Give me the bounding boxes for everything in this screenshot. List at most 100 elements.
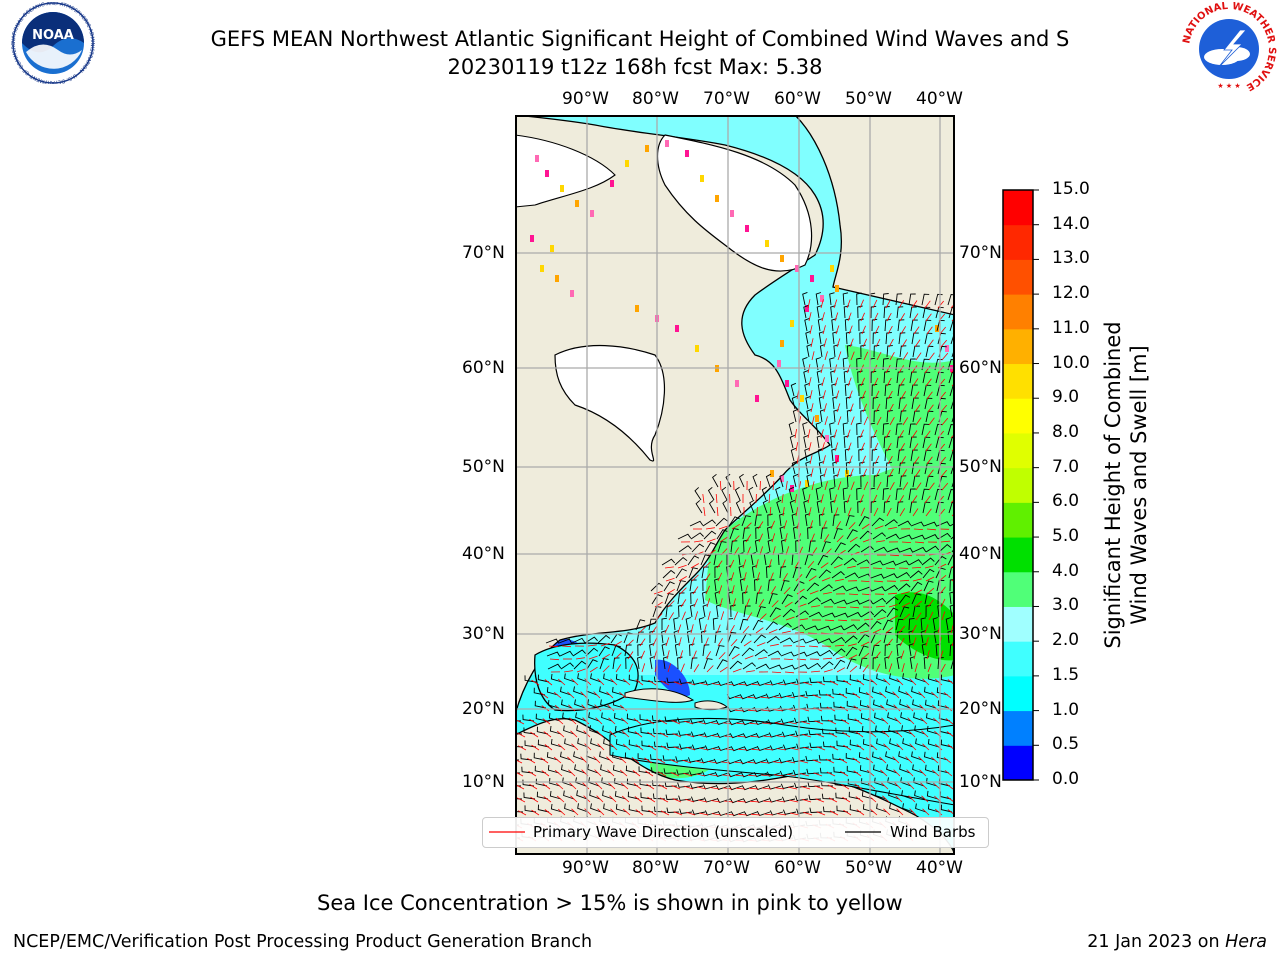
wind-barb [535, 713, 548, 722]
wind-barb [769, 607, 781, 618]
wind-barb [859, 657, 868, 670]
wind-barb [765, 473, 772, 488]
colorbar-tick-label: 1.0 [1052, 699, 1080, 720]
wave-direction-arrow [768, 559, 772, 569]
wave-direction-arrow [732, 535, 740, 543]
wave-direction-arrow [772, 480, 775, 491]
wind-barb [698, 617, 705, 631]
wave-direction-arrow [762, 787, 772, 790]
wave-direction-arrow [619, 769, 628, 777]
wave-direction-arrow [639, 638, 646, 647]
wind-barb [808, 540, 816, 553]
wind-barb [831, 571, 845, 579]
wave-direction-arrow [886, 507, 892, 517]
wave-direction-arrow [742, 559, 747, 569]
wind-barb [937, 604, 943, 618]
ice-edge-marker [795, 265, 799, 272]
wave-direction-arrow [909, 678, 917, 686]
wave-direction-arrow [770, 586, 777, 595]
wave-direction-arrow [887, 390, 893, 400]
map-frame [515, 115, 955, 855]
wave-direction-arrow [915, 417, 922, 426]
wind-barb [804, 625, 819, 631]
wave-direction-arrow [941, 417, 949, 426]
wave-direction-arrow [911, 300, 918, 309]
wave-direction-arrow [922, 808, 930, 816]
wind-barb [559, 650, 574, 657]
wave-direction-arrow [665, 637, 670, 647]
wave-direction-arrow [670, 772, 680, 777]
wind-barb [836, 805, 849, 813]
wave-direction-arrow [744, 522, 752, 530]
noaa-logo: NATIONAL OCEANIC AND ATMOSPHERIC ADMINIS… [2, 2, 95, 84]
wave-direction-arrow [719, 666, 728, 673]
wave-direction-arrow [775, 722, 785, 725]
wind-barb [687, 757, 702, 763]
wind-barb [752, 758, 767, 765]
colorbar-segment [1003, 710, 1033, 746]
wind-barb [794, 595, 808, 605]
wind-barb [600, 699, 612, 709]
footer-date: 21 Jan 2023 on Hera [1087, 932, 1267, 952]
wind-barb [708, 499, 716, 514]
wind-barb [910, 384, 918, 397]
wave-direction-arrow [786, 760, 796, 764]
wind-barb [818, 396, 825, 410]
wave-direction-arrow [810, 468, 814, 478]
wind-barb [869, 620, 882, 631]
map-legend: Primary Wave Direction (unscaled) Wind B… [482, 817, 989, 848]
wind-barb [598, 646, 610, 657]
wind-barb [915, 738, 927, 748]
wind-barb [933, 630, 940, 644]
wave-direction-arrow [801, 786, 811, 790]
wind-barb [702, 644, 710, 657]
wind-barb [832, 396, 838, 410]
wind-barb [870, 435, 877, 449]
wave-direction-arrow [859, 299, 864, 309]
wave-direction-arrow [892, 756, 900, 764]
wave-direction-arrow [913, 456, 920, 465]
wind-barb [742, 733, 757, 739]
wind-barb [741, 720, 756, 726]
wind-barb [819, 649, 834, 657]
wind-barb [640, 727, 653, 735]
wind-barb [927, 673, 940, 683]
wind-barb [548, 713, 561, 722]
wave-direction-arrow [584, 678, 592, 686]
colorbar-tick-label: 13.0 [1052, 248, 1090, 269]
wind-barb [845, 515, 855, 527]
greenland-land [794, 115, 955, 316]
wave-direction-arrow [567, 691, 575, 699]
wind-barb [847, 778, 860, 787]
wind-barb [767, 579, 775, 592]
wave-direction-arrow [889, 482, 895, 491]
wind-barb [832, 585, 847, 592]
nws-logo: NATIONAL WEATHER SERVICE ★ ★ ★ [1181, 2, 1277, 95]
ice-edge-marker [770, 470, 774, 477]
wind-barb [791, 624, 806, 631]
wind-barb [600, 764, 612, 774]
wave-direction-arrow [931, 691, 939, 699]
wind-barb [546, 651, 561, 657]
wind-barb [873, 699, 885, 709]
wave-direction-arrow [673, 681, 683, 686]
wave-direction-arrow [544, 809, 553, 816]
wave-direction-arrow [737, 813, 748, 816]
wave-direction-arrow [703, 507, 706, 517]
wave-direction-arrow [755, 559, 759, 569]
wave-direction-arrow [646, 718, 655, 725]
wave-direction-arrow [556, 795, 565, 803]
wind-barb [896, 306, 904, 319]
wind-barb [548, 778, 561, 787]
wind-barb [940, 739, 953, 748]
wave-direction-arrow [549, 658, 560, 661]
wind-barb [912, 546, 927, 553]
wind-barb [882, 423, 889, 436]
wind-barb [752, 473, 758, 488]
wind-barb [934, 358, 943, 371]
wave-direction-arrow [913, 650, 917, 660]
wave-direction-arrow [667, 663, 671, 673]
colorbar-tick-label: 5.0 [1052, 526, 1080, 547]
wave-direction-arrow [759, 613, 767, 621]
wave-direction-arrow [902, 482, 909, 491]
